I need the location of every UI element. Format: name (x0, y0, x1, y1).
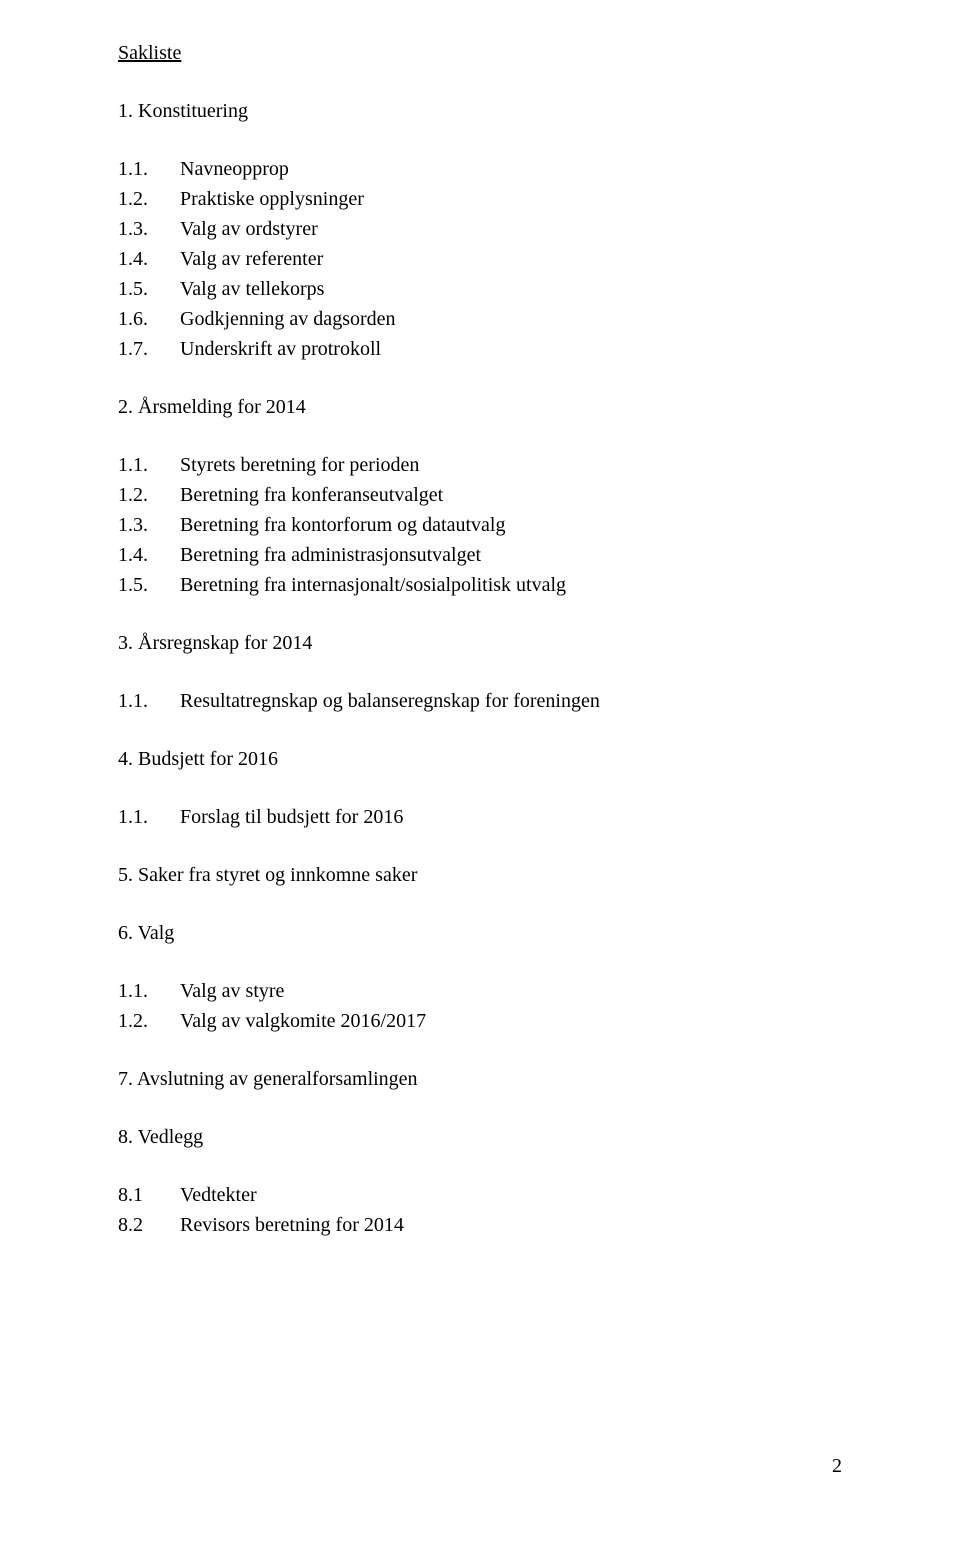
section-items: 8.1Vedtekter8.2Revisors beretning for 20… (118, 1180, 842, 1240)
list-item: 1.4.Valg av referenter (118, 244, 842, 274)
section-heading: 5. Saker fra styret og innkomne saker (118, 860, 842, 890)
item-number: 8.1 (118, 1180, 180, 1210)
item-number: 1.1. (118, 450, 180, 480)
item-label: Underskrift av protrokoll (180, 334, 842, 364)
list-item: 1.1.Styrets beretning for perioden (118, 450, 842, 480)
item-label: Beretning fra administrasjonsutvalget (180, 540, 842, 570)
item-label: Forslag til budsjett for 2016 (180, 802, 842, 832)
item-label: Beretning fra kontorforum og datautvalg (180, 510, 842, 540)
page-number: 2 (832, 1451, 842, 1481)
item-number: 1.3. (118, 214, 180, 244)
item-number: 1.5. (118, 570, 180, 600)
item-label: Praktiske opplysninger (180, 184, 842, 214)
item-label: Valg av valgkomite 2016/2017 (180, 1006, 842, 1036)
document-title: Sakliste (118, 38, 842, 68)
section-items: 1.1.Navneopprop1.2.Praktiske opplysninge… (118, 154, 842, 364)
section-heading: 3. Årsregnskap for 2014 (118, 628, 842, 658)
list-item: 1.3.Valg av ordstyrer (118, 214, 842, 244)
item-label: Navneopprop (180, 154, 842, 184)
item-label: Valg av tellekorps (180, 274, 842, 304)
section-items: 1.1.Forslag til budsjett for 2016 (118, 802, 842, 832)
section-heading: 8. Vedlegg (118, 1122, 842, 1152)
section-heading: 6. Valg (118, 918, 842, 948)
item-label: Beretning fra internasjonalt/sosialpolit… (180, 570, 842, 600)
item-label: Vedtekter (180, 1180, 842, 1210)
item-label: Valg av ordstyrer (180, 214, 842, 244)
section-heading: 4. Budsjett for 2016 (118, 744, 842, 774)
item-number: 1.7. (118, 334, 180, 364)
item-number: 1.2. (118, 480, 180, 510)
list-item: 1.1.Forslag til budsjett for 2016 (118, 802, 842, 832)
list-item: 1.2.Praktiske opplysninger (118, 184, 842, 214)
section-items: 1.1.Valg av styre1.2.Valg av valgkomite … (118, 976, 842, 1036)
list-item: 1.7.Underskrift av protrokoll (118, 334, 842, 364)
list-item: 1.5.Beretning fra internasjonalt/sosialp… (118, 570, 842, 600)
item-number: 1.1. (118, 802, 180, 832)
list-item: 8.2Revisors beretning for 2014 (118, 1210, 842, 1240)
item-number: 1.3. (118, 510, 180, 540)
list-item: 1.2.Beretning fra konferanseutvalget (118, 480, 842, 510)
item-number: 1.1. (118, 686, 180, 716)
section-heading: 7. Avslutning av generalforsamlingen (118, 1064, 842, 1094)
sections-container: 1. Konstituering1.1.Navneopprop1.2.Prakt… (118, 96, 842, 1240)
section-items: 1.1.Styrets beretning for perioden1.2.Be… (118, 450, 842, 600)
list-item: 1.5.Valg av tellekorps (118, 274, 842, 304)
item-number: 1.6. (118, 304, 180, 334)
item-number: 1.4. (118, 540, 180, 570)
item-number: 8.2 (118, 1210, 180, 1240)
section-items: 1.1.Resultatregnskap og balanseregnskap … (118, 686, 842, 716)
list-item: 8.1Vedtekter (118, 1180, 842, 1210)
item-number: 1.5. (118, 274, 180, 304)
list-item: 1.4.Beretning fra administrasjonsutvalge… (118, 540, 842, 570)
item-label: Resultatregnskap og balanseregnskap for … (180, 686, 842, 716)
item-label: Godkjenning av dagsorden (180, 304, 842, 334)
item-number: 1.1. (118, 154, 180, 184)
list-item: 1.1.Resultatregnskap og balanseregnskap … (118, 686, 842, 716)
item-label: Valg av referenter (180, 244, 842, 274)
item-number: 1.1. (118, 976, 180, 1006)
list-item: 1.3.Beretning fra kontorforum og datautv… (118, 510, 842, 540)
section-heading: 2. Årsmelding for 2014 (118, 392, 842, 422)
item-label: Valg av styre (180, 976, 842, 1006)
list-item: 1.1.Valg av styre (118, 976, 842, 1006)
list-item: 1.1.Navneopprop (118, 154, 842, 184)
item-number: 1.4. (118, 244, 180, 274)
item-number: 1.2. (118, 184, 180, 214)
item-label: Styrets beretning for perioden (180, 450, 842, 480)
list-item: 1.6.Godkjenning av dagsorden (118, 304, 842, 334)
list-item: 1.2.Valg av valgkomite 2016/2017 (118, 1006, 842, 1036)
item-number: 1.2. (118, 1006, 180, 1036)
item-label: Beretning fra konferanseutvalget (180, 480, 842, 510)
section-heading: 1. Konstituering (118, 96, 842, 126)
item-label: Revisors beretning for 2014 (180, 1210, 842, 1240)
